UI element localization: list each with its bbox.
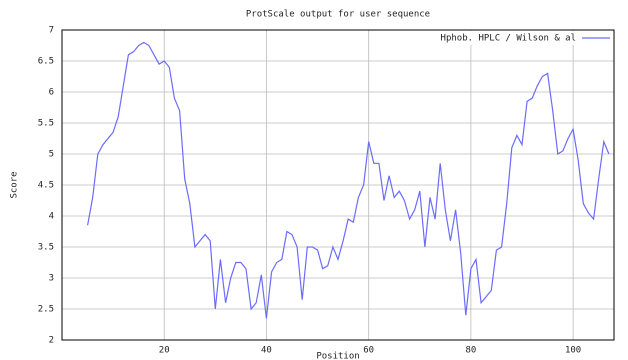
x-axis-label: Position <box>316 352 359 360</box>
x-tick-label: 60 <box>363 346 374 356</box>
plot-frame <box>61 29 615 341</box>
y-tick-label: 4 <box>49 212 54 222</box>
x-tick-label: 20 <box>159 346 170 356</box>
y-tick-label: 2.5 <box>38 305 54 315</box>
x-tick-label: 40 <box>261 346 272 356</box>
y-axis-label: Score <box>10 171 20 198</box>
y-tick-label: 5 <box>49 150 54 160</box>
y-tick-label: 6.5 <box>38 57 54 67</box>
chart-title: ProtScale output for user sequence <box>246 10 430 20</box>
y-tick-label: 3 <box>49 274 54 284</box>
y-tick-label: 7 <box>49 26 54 36</box>
y-tick-label: 3.5 <box>38 243 54 253</box>
series-line <box>87 41 610 319</box>
y-tick-label: 2 <box>49 336 54 346</box>
legend-box <box>388 31 613 45</box>
x-tick-label: 100 <box>565 346 581 356</box>
x-tick-label: 80 <box>465 346 476 356</box>
legend-label: Hphob. HPLC / Wilson & al <box>441 34 576 44</box>
y-tick-label: 4.5 <box>38 181 54 191</box>
y-tick-label: 6 <box>49 88 54 98</box>
y-tick-label: 5.5 <box>38 119 54 129</box>
